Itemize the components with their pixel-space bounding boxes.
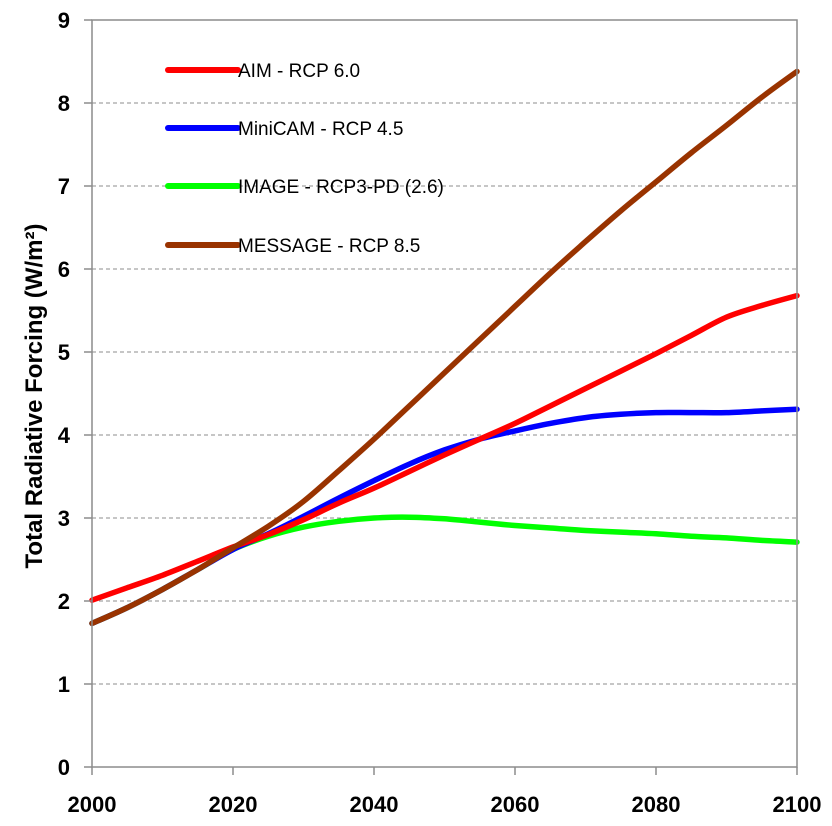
y-tick-label: 7 <box>58 174 70 199</box>
x-tick-label: 2060 <box>491 792 540 817</box>
y-tick-label: 8 <box>58 91 70 116</box>
plot-frame <box>91 19 798 768</box>
x-tick-label: 2000 <box>68 792 117 817</box>
y-axis-label: Total Radiative Forcing (W/m²) <box>21 224 48 569</box>
y-tick-label: 1 <box>58 672 70 697</box>
legend-label: AIM - RCP 6.0 <box>238 61 360 82</box>
axes <box>84 19 798 775</box>
y-tick-label: 6 <box>58 257 70 282</box>
y-tick-label: 5 <box>58 340 70 365</box>
y-tick-label: 4 <box>58 423 71 448</box>
x-tick-labels: 2000 2020 2040 2060 2080 2100 <box>68 792 822 817</box>
y-tick-label: 3 <box>58 506 70 531</box>
y-tick-labels: 0 1 2 3 4 5 6 7 8 9 <box>58 8 71 780</box>
x-tick-label: 2020 <box>209 792 258 817</box>
series-line <box>89 68 800 627</box>
y-tick-label: 2 <box>58 589 70 614</box>
series-line <box>89 292 800 603</box>
legend-label: MiniCAM - RCP 4.5 <box>238 119 403 140</box>
x-tick-label: 2040 <box>350 792 399 817</box>
x-tick-label: 2100 <box>773 792 822 817</box>
y-tick-label: 9 <box>58 8 70 33</box>
y-tick-label: 0 <box>58 755 70 780</box>
legend-label: MESSAGE - RCP 8.5 <box>238 236 420 257</box>
legend: AIM - RCP 6.0 MiniCAM - RCP 4.5 IMAGE - RC… <box>165 61 444 257</box>
legend-label: IMAGE - RCP3-PD (2.6) <box>238 177 444 198</box>
series-lines <box>89 68 800 627</box>
x-tick-label: 2080 <box>632 792 681 817</box>
